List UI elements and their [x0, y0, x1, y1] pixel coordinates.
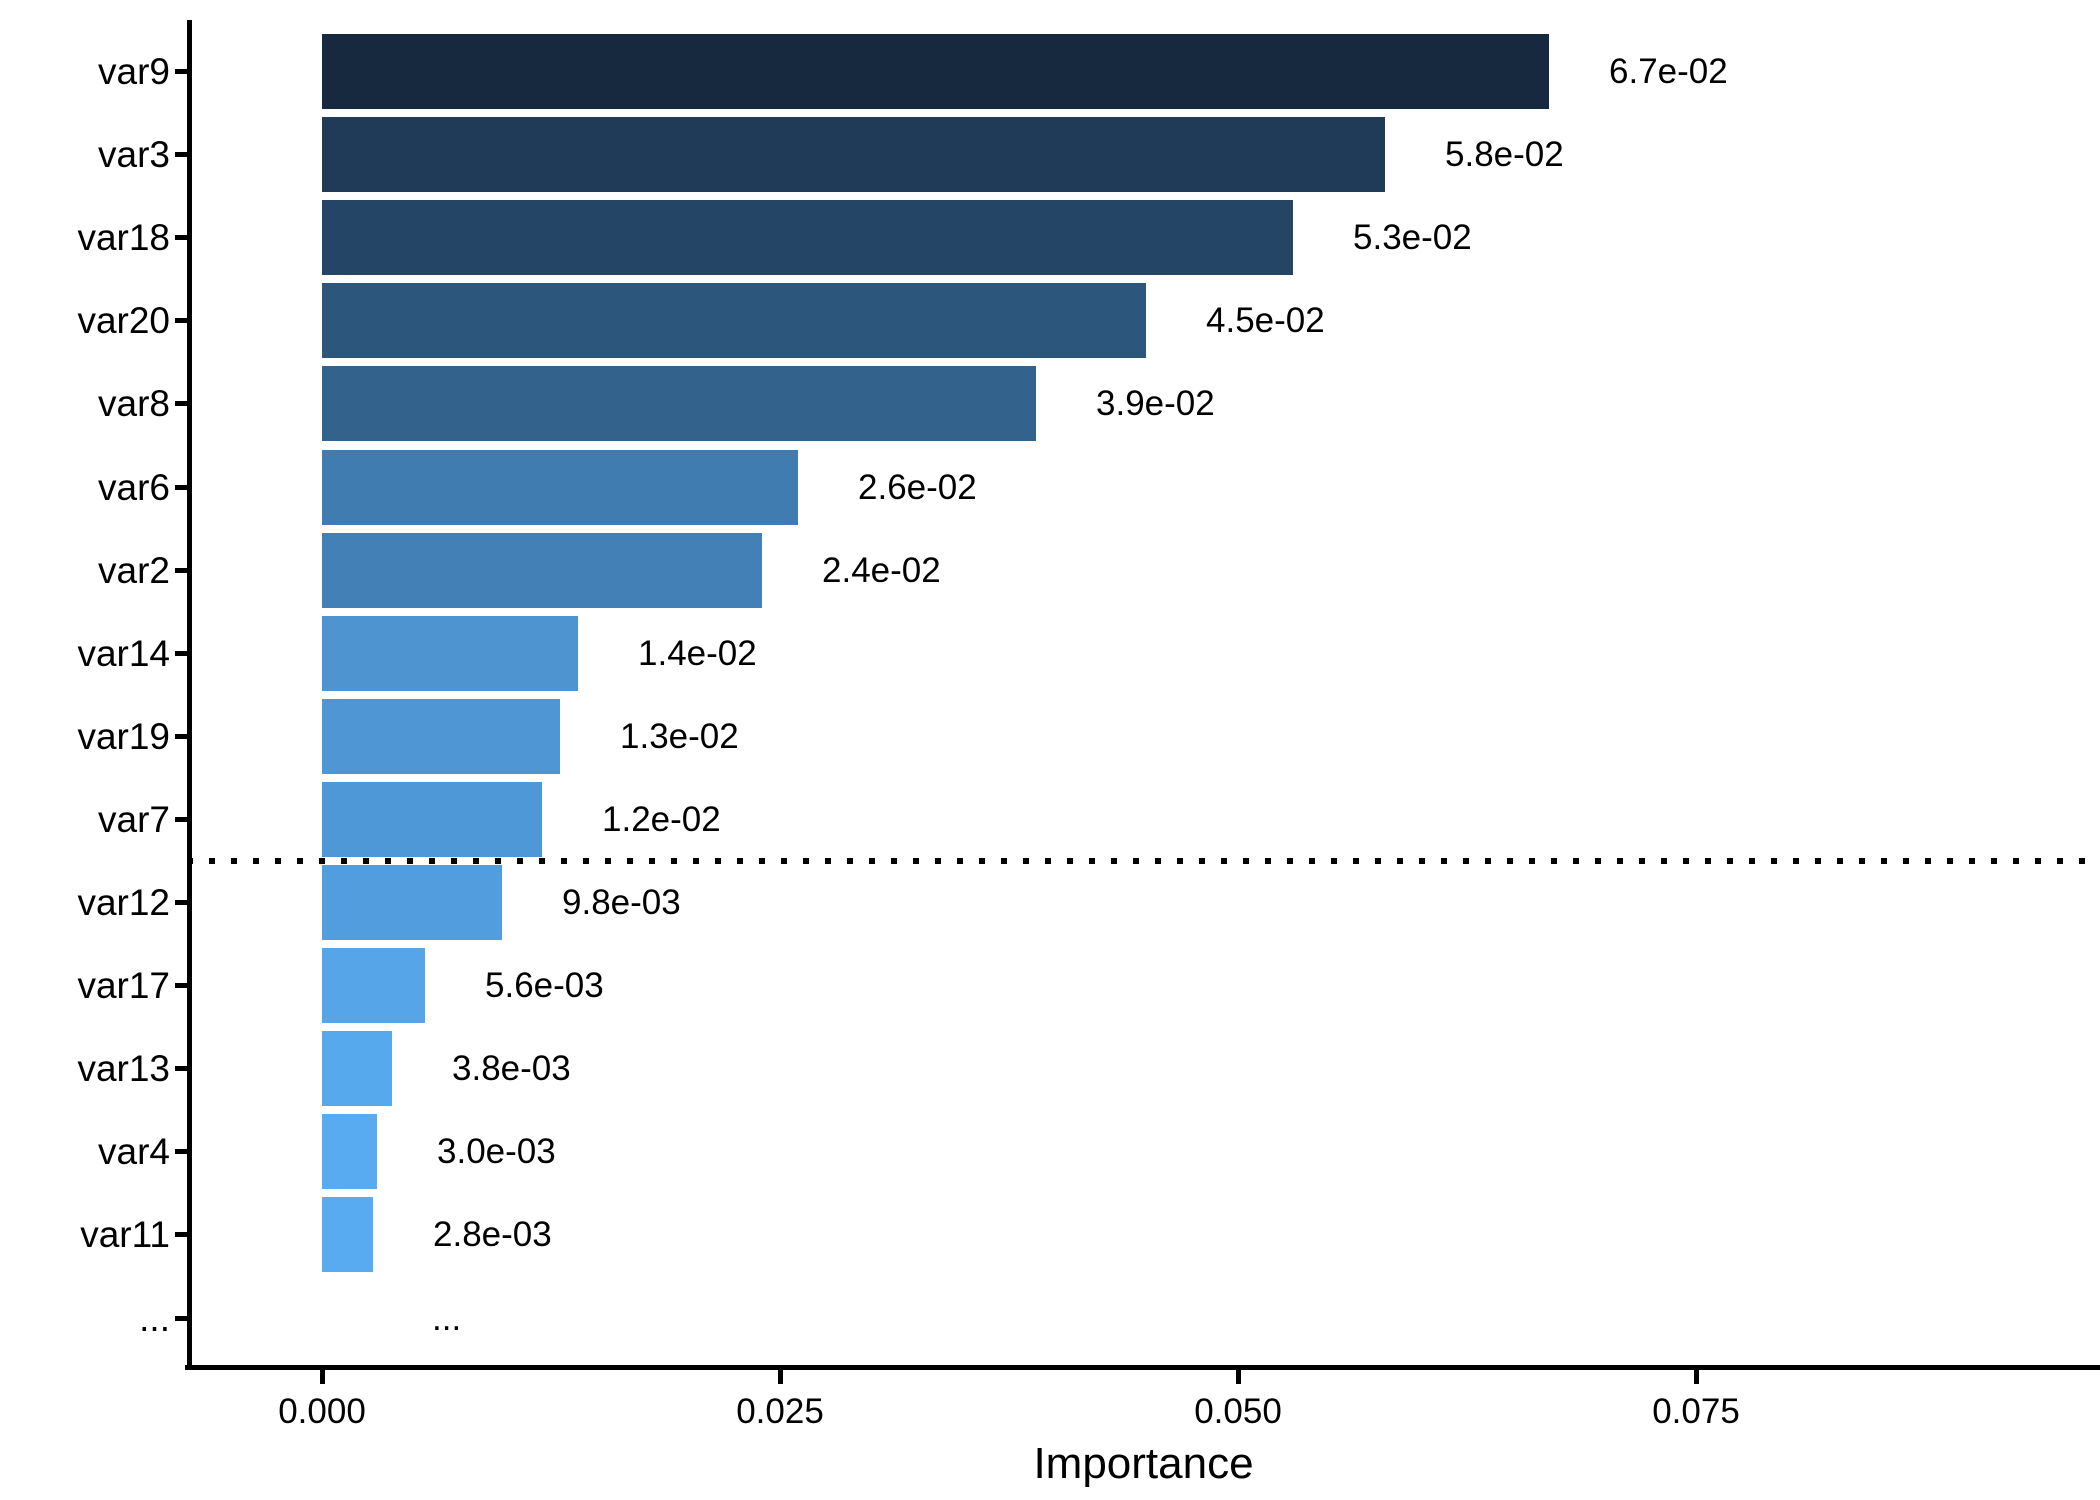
y-tick — [175, 734, 189, 739]
bar-value-label: 1.2e-02 — [602, 800, 721, 839]
bar-value-label: 2.4e-02 — [822, 551, 941, 590]
y-axis-label: var7 — [98, 799, 170, 840]
bar — [322, 1114, 377, 1189]
bar-value-label: ... — [432, 1299, 462, 1338]
bar-value-label: 5.3e-02 — [1353, 218, 1472, 257]
y-tick — [175, 1149, 189, 1154]
y-tick — [175, 485, 189, 490]
bar-value-label: 9.8e-03 — [562, 883, 681, 922]
bar — [322, 533, 762, 608]
bar — [322, 1197, 373, 1272]
y-tick — [175, 983, 189, 988]
y-axis-label: var4 — [98, 1131, 170, 1172]
bar — [322, 200, 1293, 275]
y-tick — [175, 69, 189, 74]
bar-value-label: 5.6e-03 — [485, 966, 604, 1005]
x-tick — [320, 1369, 325, 1384]
bar — [322, 865, 502, 940]
y-tick — [175, 1232, 189, 1237]
bar-value-label: 1.3e-02 — [620, 717, 739, 756]
bar-value-label: 6.7e-02 — [1609, 52, 1728, 91]
y-axis-label: var9 — [98, 51, 170, 92]
y-tick — [175, 568, 189, 573]
bar — [322, 948, 425, 1023]
y-axis-label: var13 — [77, 1048, 170, 1089]
y-tick — [175, 1066, 189, 1071]
y-tick — [175, 401, 189, 406]
y-tick — [175, 817, 189, 822]
x-tick-label: 0.075 — [1652, 1392, 1740, 1431]
y-tick — [175, 235, 189, 240]
y-axis-label: var19 — [77, 716, 170, 757]
y-axis-label: var18 — [77, 217, 170, 258]
bar — [322, 1031, 392, 1106]
y-axis-line — [187, 20, 192, 1370]
y-tick — [175, 900, 189, 905]
y-axis-label: var3 — [98, 134, 170, 175]
x-axis-line — [185, 1365, 2100, 1370]
x-tick — [1694, 1369, 1699, 1384]
bar — [322, 699, 560, 774]
bar — [322, 117, 1385, 192]
y-axis-label: var8 — [98, 383, 170, 424]
bar-value-label: 4.5e-02 — [1206, 301, 1325, 340]
bar — [322, 283, 1146, 358]
bar — [322, 782, 542, 857]
y-axis-label: var17 — [77, 965, 170, 1006]
x-tick-label: 0.025 — [736, 1392, 824, 1431]
y-tick — [175, 318, 189, 323]
bar-value-label: 3.9e-02 — [1096, 384, 1215, 423]
y-tick — [175, 651, 189, 656]
x-tick — [778, 1369, 783, 1384]
y-tick — [175, 152, 189, 157]
x-tick — [1236, 1369, 1241, 1384]
y-axis-label: var11 — [80, 1214, 170, 1255]
x-tick-label: 0.000 — [278, 1392, 366, 1431]
bar-value-label: 2.8e-03 — [433, 1215, 552, 1254]
x-axis-title: Importance — [1033, 1439, 1254, 1488]
y-axis-label: var2 — [98, 550, 170, 591]
threshold-dotted-line — [187, 858, 2100, 864]
y-axis-label: ... — [139, 1298, 170, 1339]
bar — [322, 450, 798, 525]
bar-value-label: 3.8e-03 — [452, 1049, 571, 1088]
bar-value-label: 1.4e-02 — [638, 634, 757, 673]
y-axis-label: var6 — [98, 467, 170, 508]
bar — [322, 366, 1036, 441]
bar-value-label: 5.8e-02 — [1445, 135, 1564, 174]
bar-value-label: 2.6e-02 — [858, 468, 977, 507]
bar-value-label: 3.0e-03 — [437, 1132, 556, 1171]
bar — [322, 34, 1549, 109]
y-axis-label: var20 — [77, 300, 170, 341]
y-axis-label: var12 — [77, 882, 170, 923]
bar — [322, 616, 578, 691]
y-axis-label: var14 — [77, 633, 170, 674]
x-tick-label: 0.050 — [1194, 1392, 1282, 1431]
y-tick — [175, 1316, 189, 1321]
